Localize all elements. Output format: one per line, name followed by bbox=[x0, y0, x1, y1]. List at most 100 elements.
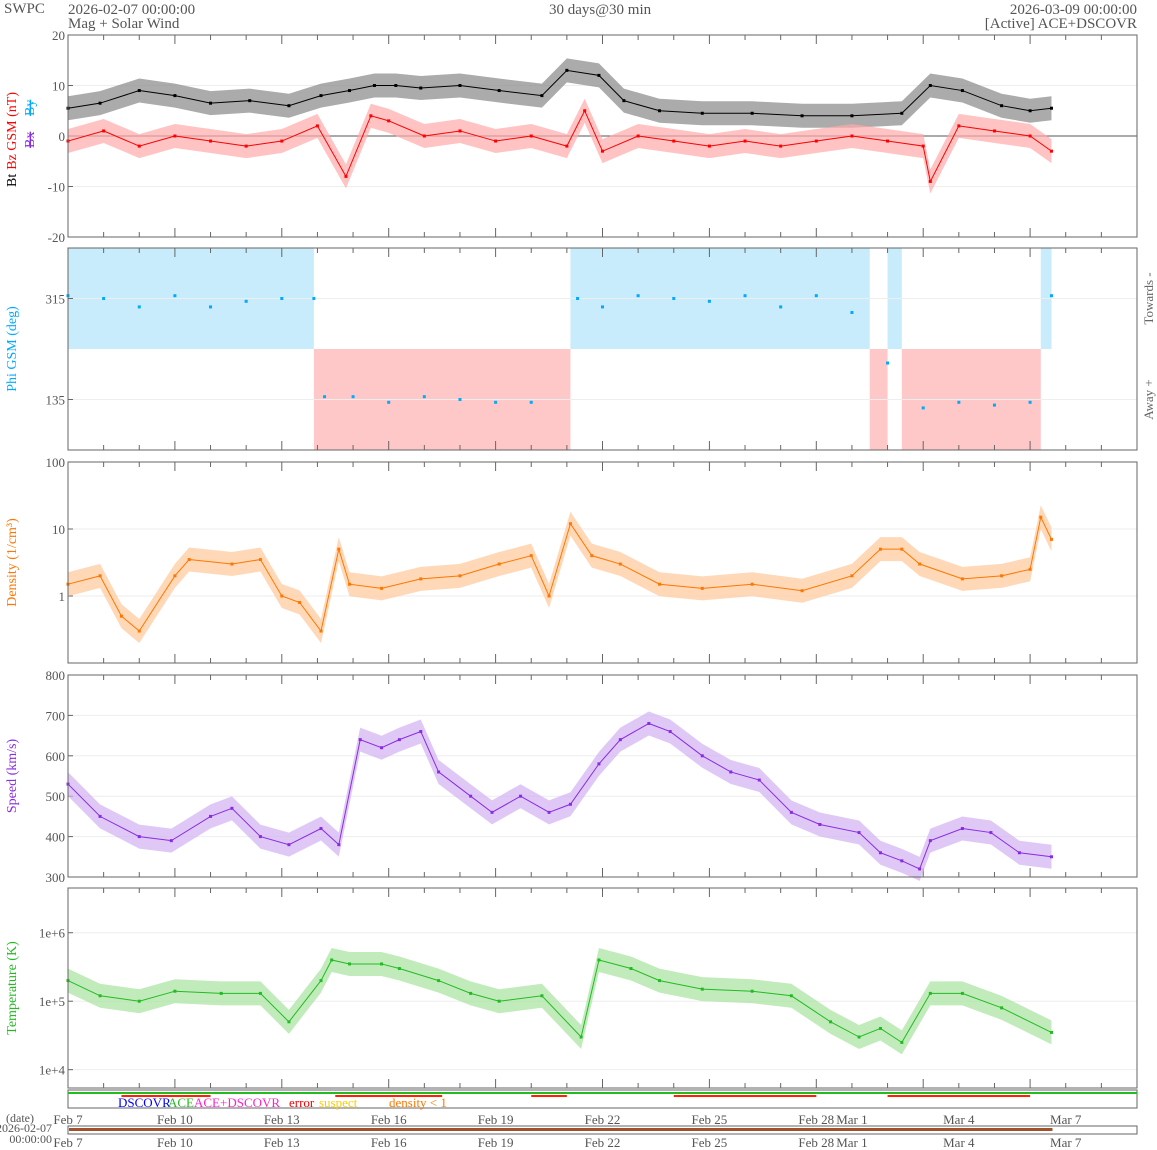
data-point bbox=[497, 562, 501, 566]
data-point bbox=[601, 305, 604, 309]
data-point bbox=[380, 586, 384, 590]
data-point bbox=[658, 109, 662, 113]
data-point bbox=[629, 967, 633, 971]
data-point bbox=[98, 814, 102, 818]
x-tick-label: Feb 10 bbox=[157, 1112, 193, 1127]
x-tick-label: Feb 13 bbox=[264, 1135, 300, 1150]
data-point bbox=[315, 124, 319, 128]
data-point bbox=[1000, 104, 1004, 108]
date-bar-fill bbox=[69, 1128, 1053, 1131]
y-axis-label: Bt Bz GSM (nT) bbox=[5, 92, 20, 187]
y-axis-label-by: By bbox=[23, 100, 38, 116]
date-axis-label: (date) bbox=[6, 1111, 34, 1125]
sector-label: Away + bbox=[1141, 379, 1156, 419]
data-point bbox=[814, 139, 818, 143]
panel-temperature: 1e+4 1e+5 1e+6 Temperature (K) bbox=[5, 887, 1138, 1089]
data-point bbox=[469, 991, 473, 995]
status-legend-ace: ACE bbox=[168, 1095, 194, 1110]
data-point bbox=[850, 114, 854, 118]
y-tick-label: 600 bbox=[46, 749, 66, 764]
data-point bbox=[636, 294, 640, 298]
data-point bbox=[102, 129, 106, 133]
y-tick-label: 1e+6 bbox=[39, 926, 66, 941]
data-point bbox=[422, 134, 426, 138]
x-tick-label: Feb 22 bbox=[585, 1112, 621, 1127]
data-point bbox=[992, 403, 996, 407]
data-point bbox=[173, 574, 177, 578]
data-point bbox=[137, 629, 141, 633]
data-point bbox=[1000, 574, 1004, 578]
data-point bbox=[547, 594, 551, 598]
data-point bbox=[878, 547, 882, 551]
data-point bbox=[568, 522, 572, 526]
data-point bbox=[700, 754, 704, 758]
data-point bbox=[829, 1020, 833, 1024]
data-point bbox=[757, 778, 761, 782]
data-point bbox=[358, 738, 362, 742]
data-point bbox=[900, 547, 904, 551]
data-point bbox=[700, 586, 704, 590]
data-point bbox=[344, 174, 348, 178]
data-point bbox=[209, 305, 213, 309]
status-legend-dscovr: DSCOVR bbox=[118, 1095, 171, 1110]
data-point bbox=[622, 99, 626, 103]
data-point bbox=[878, 851, 882, 855]
data-point bbox=[597, 762, 601, 766]
data-point bbox=[597, 73, 601, 77]
data-point bbox=[209, 101, 213, 105]
series-line-bz-gsm bbox=[67, 109, 1052, 183]
data-point bbox=[337, 843, 341, 847]
data-point bbox=[750, 111, 754, 115]
data-point bbox=[173, 294, 177, 298]
data-point bbox=[700, 111, 704, 115]
data-point bbox=[597, 958, 601, 962]
data-point bbox=[989, 831, 993, 835]
data-point bbox=[369, 114, 373, 118]
data-point bbox=[387, 119, 391, 123]
data-point bbox=[469, 794, 473, 798]
data-point bbox=[957, 400, 961, 404]
data-point bbox=[1028, 567, 1032, 571]
data-point bbox=[672, 139, 676, 143]
data-point bbox=[337, 547, 341, 551]
data-point bbox=[1049, 294, 1053, 298]
source-label: [Active] ACE+DSCOVR bbox=[984, 16, 1137, 32]
y-tick-label: 1 bbox=[59, 589, 66, 604]
data-point bbox=[312, 297, 316, 300]
y-tick-label: 100 bbox=[46, 455, 66, 470]
data-point bbox=[814, 294, 818, 298]
data-point bbox=[743, 139, 747, 143]
panel-mag: -20 -10 0 10 20 Bt Bz GSM (nT) Bx By bbox=[5, 28, 1138, 245]
status-legend-density-1: density < 1 bbox=[389, 1095, 447, 1110]
y-axis-label: Phi GSM (deg) bbox=[5, 306, 20, 392]
panel-frame bbox=[67, 34, 1138, 238]
x-tick-label: Feb 25 bbox=[692, 1112, 728, 1127]
status-legend-error: error bbox=[289, 1095, 315, 1110]
data-point bbox=[647, 721, 651, 725]
data-point bbox=[422, 395, 426, 399]
x-tick-label: Mar 4 bbox=[943, 1135, 975, 1150]
data-point bbox=[258, 835, 262, 839]
y-axis-label-part: Bt bbox=[5, 174, 20, 187]
y-axis-label: Temperature (K) bbox=[5, 941, 20, 1035]
data-point bbox=[419, 730, 423, 734]
data-point bbox=[547, 810, 551, 814]
x-tick-label: Feb 25 bbox=[692, 1135, 728, 1150]
data-point bbox=[187, 558, 191, 562]
data-point bbox=[497, 89, 501, 93]
x-tick-label: Feb 19 bbox=[478, 1112, 514, 1127]
x-tick-label: Feb 19 bbox=[478, 1135, 514, 1150]
org-label: SWPC bbox=[4, 1, 45, 17]
panel-frame bbox=[67, 887, 1138, 1089]
data-point bbox=[636, 134, 640, 138]
data-point bbox=[219, 991, 223, 995]
data-point bbox=[380, 746, 384, 750]
data-point bbox=[779, 144, 783, 148]
data-point bbox=[319, 979, 323, 983]
data-point bbox=[280, 594, 284, 598]
data-point bbox=[494, 400, 498, 404]
status-error-segment bbox=[673, 1095, 817, 1097]
status-legend-ace-dscovr: ACE+DSCOVR bbox=[194, 1095, 280, 1110]
data-point bbox=[287, 1020, 291, 1024]
